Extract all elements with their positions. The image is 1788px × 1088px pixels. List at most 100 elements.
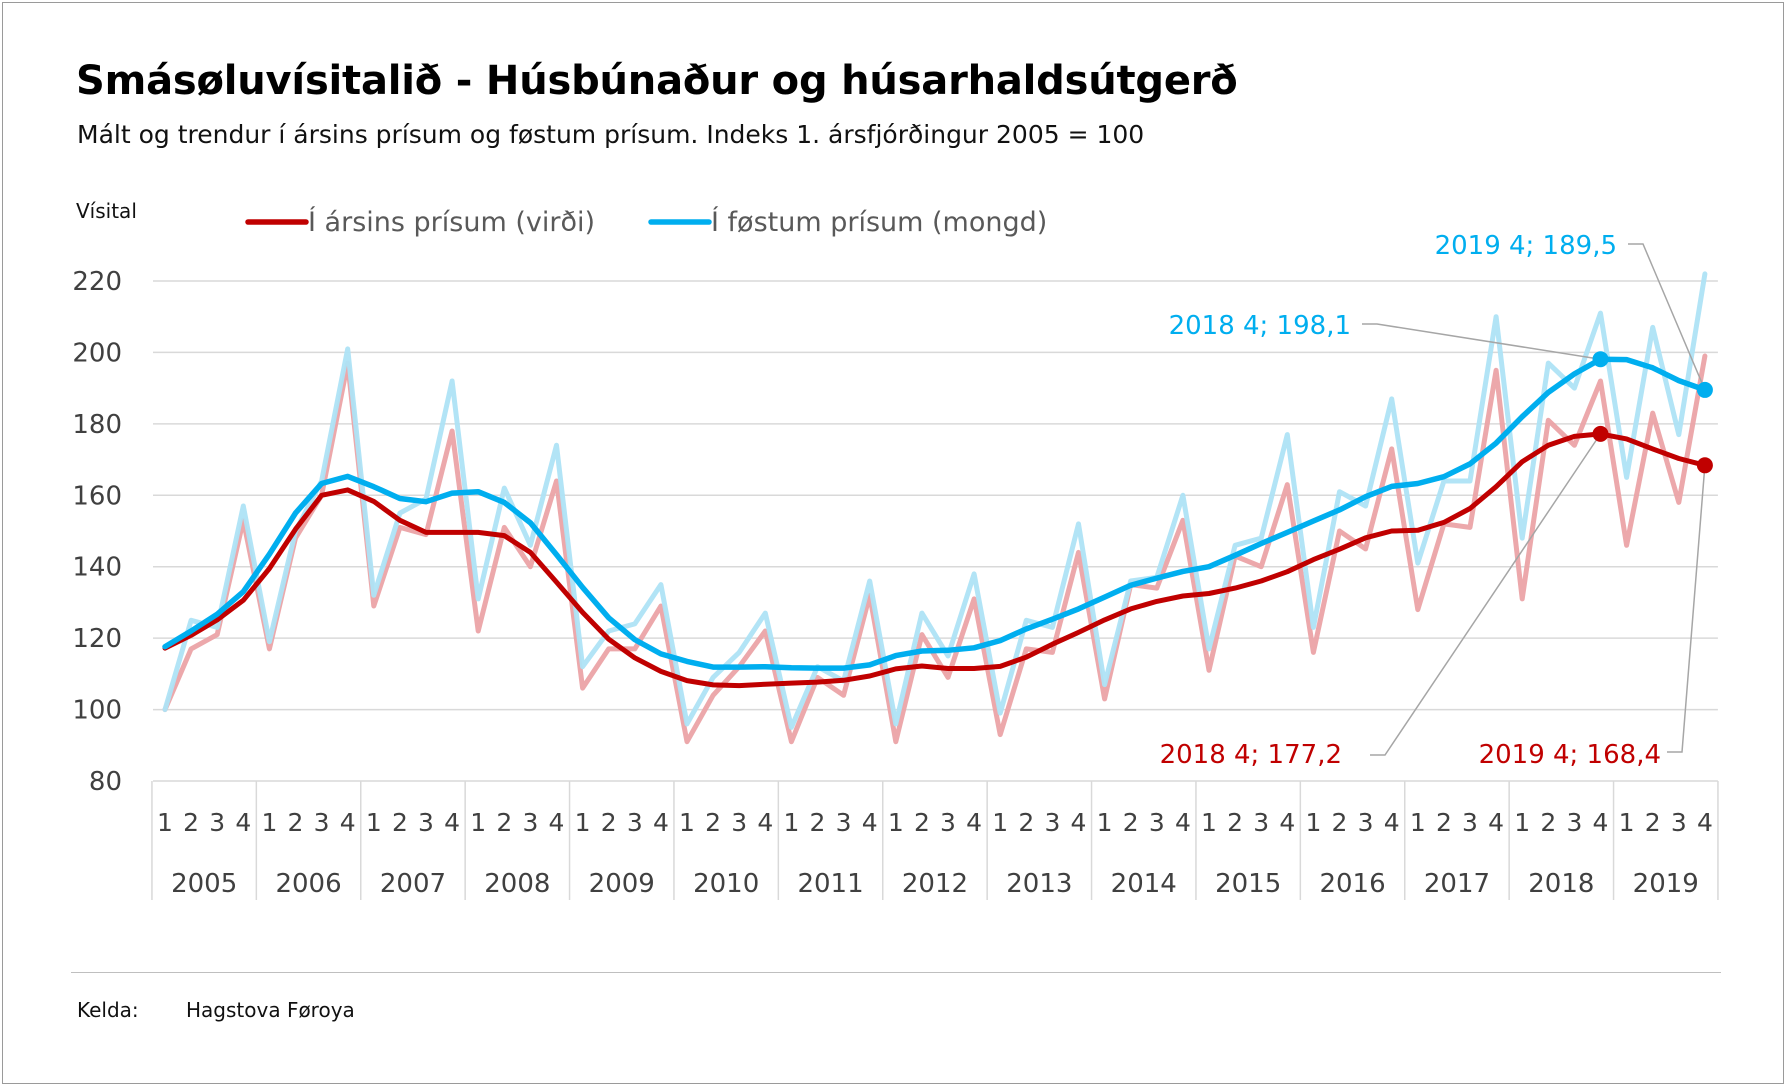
x-tick-label: 4 [444,808,460,837]
legend: Í ársins prísum (virði) Í føstum prísum (… [245,206,1047,238]
x-tick-label: 2 [1018,808,1034,837]
x-tick-label: 2 [288,808,304,837]
x-tick-label: 4 [1593,808,1609,837]
series-line-virdi-trend [162,431,1708,689]
x-tick-label: 4 [1175,808,1191,837]
year-label: 2014 [1111,869,1177,899]
series-line-virdi [162,353,1708,745]
x-tick-label: 1 [157,808,173,837]
x-tick-label: 4 [1071,808,1087,837]
y-tick-label: 120 [72,624,122,654]
x-tick-label: 3 [731,808,747,837]
x-tick-label: 1 [1201,808,1217,837]
year-label: 2008 [484,869,550,899]
y-tick-label: 200 [72,338,122,368]
x-tick-label: 2 [496,808,512,837]
series-lines [162,271,1708,745]
y-axis-label: Vísital [76,199,137,223]
year-label: 2005 [171,869,237,899]
x-tick-label: 3 [940,808,956,837]
legend-label: Í føstum prísum (mongd) [711,206,1047,238]
chart-title: Smásøluvísitalið - Húsbúnaður og húsarha… [76,58,1238,104]
x-tick-label: 2 [1540,808,1556,837]
y-tick-label: 100 [72,696,122,726]
year-label: 2010 [693,869,759,899]
x-tick-label: 2 [1123,808,1139,837]
y-tick-label: 80 [89,767,122,797]
x-tick-label: 4 [549,808,565,837]
y-tick-label: 140 [72,553,122,583]
x-tick-label: 2 [1645,808,1661,837]
year-label: 2012 [902,869,968,899]
year-label: 2015 [1215,869,1281,899]
x-tick-label: 1 [888,808,904,837]
x-tick-label: 2 [1436,808,1452,837]
year-label: 2009 [589,869,655,899]
x-tick-label: 3 [1671,808,1687,837]
chart-subtitle: Mált og trendur í ársins prísum og føstu… [77,120,1145,149]
series-line-mongd-trend [162,356,1708,671]
x-tick-label: 1 [1410,808,1426,837]
annotation-leader [1667,465,1706,753]
source-divider [71,972,1721,973]
x-tick-label: 3 [627,808,643,837]
x-tick-label: 4 [653,808,669,837]
year-label: 2006 [275,869,341,899]
x-tick-label: 2 [1332,808,1348,837]
x-tick-label: 3 [1358,808,1374,837]
year-label: 2013 [1006,869,1072,899]
annotation-label: 2019 4; 168,4 [1479,740,1661,770]
x-tick-label: 3 [1149,808,1165,837]
x-tick-label: 1 [1097,808,1113,837]
annotation-marker [1696,457,1713,474]
x-tick-label: 3 [1044,808,1060,837]
x-tick-label: 1 [1514,808,1530,837]
x-tick-label: 4 [1488,808,1504,837]
x-tick-label: 2 [183,808,199,837]
x-tick-label: 1 [366,808,382,837]
x-tick-label: 1 [783,808,799,837]
x-tick-label: 4 [235,808,251,837]
annotation-marker [1696,381,1713,398]
y-tick-label: 220 [72,267,122,297]
x-tick-label: 4 [1697,808,1713,837]
y-tick-label: 180 [72,410,122,440]
legend-label: Í ársins prísum (virði) [308,206,595,238]
x-tick-label: 1 [261,808,277,837]
annotation-label: 2018 4; 198,1 [1169,311,1351,341]
x-tick-label: 3 [314,808,330,837]
year-label: 2018 [1528,869,1594,899]
x-tick-label: 2 [1227,808,1243,837]
source-value: Hagstova Føroya [186,998,355,1022]
source-label: Kelda: [77,998,139,1022]
x-tick-label: 1 [1305,808,1321,837]
annotation-label: 2019 4; 189,5 [1435,231,1617,261]
x-tick-label: 4 [340,808,356,837]
x-tick-label: 2 [601,808,617,837]
y-tick-label: 160 [72,481,122,511]
x-tick-label: 1 [575,808,591,837]
x-tick-label: 1 [470,808,486,837]
year-label: 2019 [1633,869,1699,899]
year-label: 2017 [1424,869,1490,899]
x-tick-label: 3 [1566,808,1582,837]
x-tick-label: 4 [757,808,773,837]
year-label: 2007 [380,869,446,899]
x-tick-label: 2 [705,808,721,837]
annotation-label: 2018 4; 177,2 [1160,740,1342,770]
x-tick-label: 3 [418,808,434,837]
x-tick-label: 1 [679,808,695,837]
x-tick-label: 3 [1253,808,1269,837]
annotation-marker [1592,425,1609,442]
x-tick-label: 4 [966,808,982,837]
x-tick-label: 4 [1279,808,1295,837]
x-tick-label: 1 [1619,808,1635,837]
annotations: 2019 4; 189,5 2018 4; 198,1 2018 4; 177,2 2… [1160,231,1713,770]
x-tick-label: 3 [1462,808,1478,837]
x-tick-label: 4 [862,808,878,837]
annotation-leader [1370,433,1602,756]
annotation-marker [1592,351,1609,368]
x-tick-label: 2 [914,808,930,837]
